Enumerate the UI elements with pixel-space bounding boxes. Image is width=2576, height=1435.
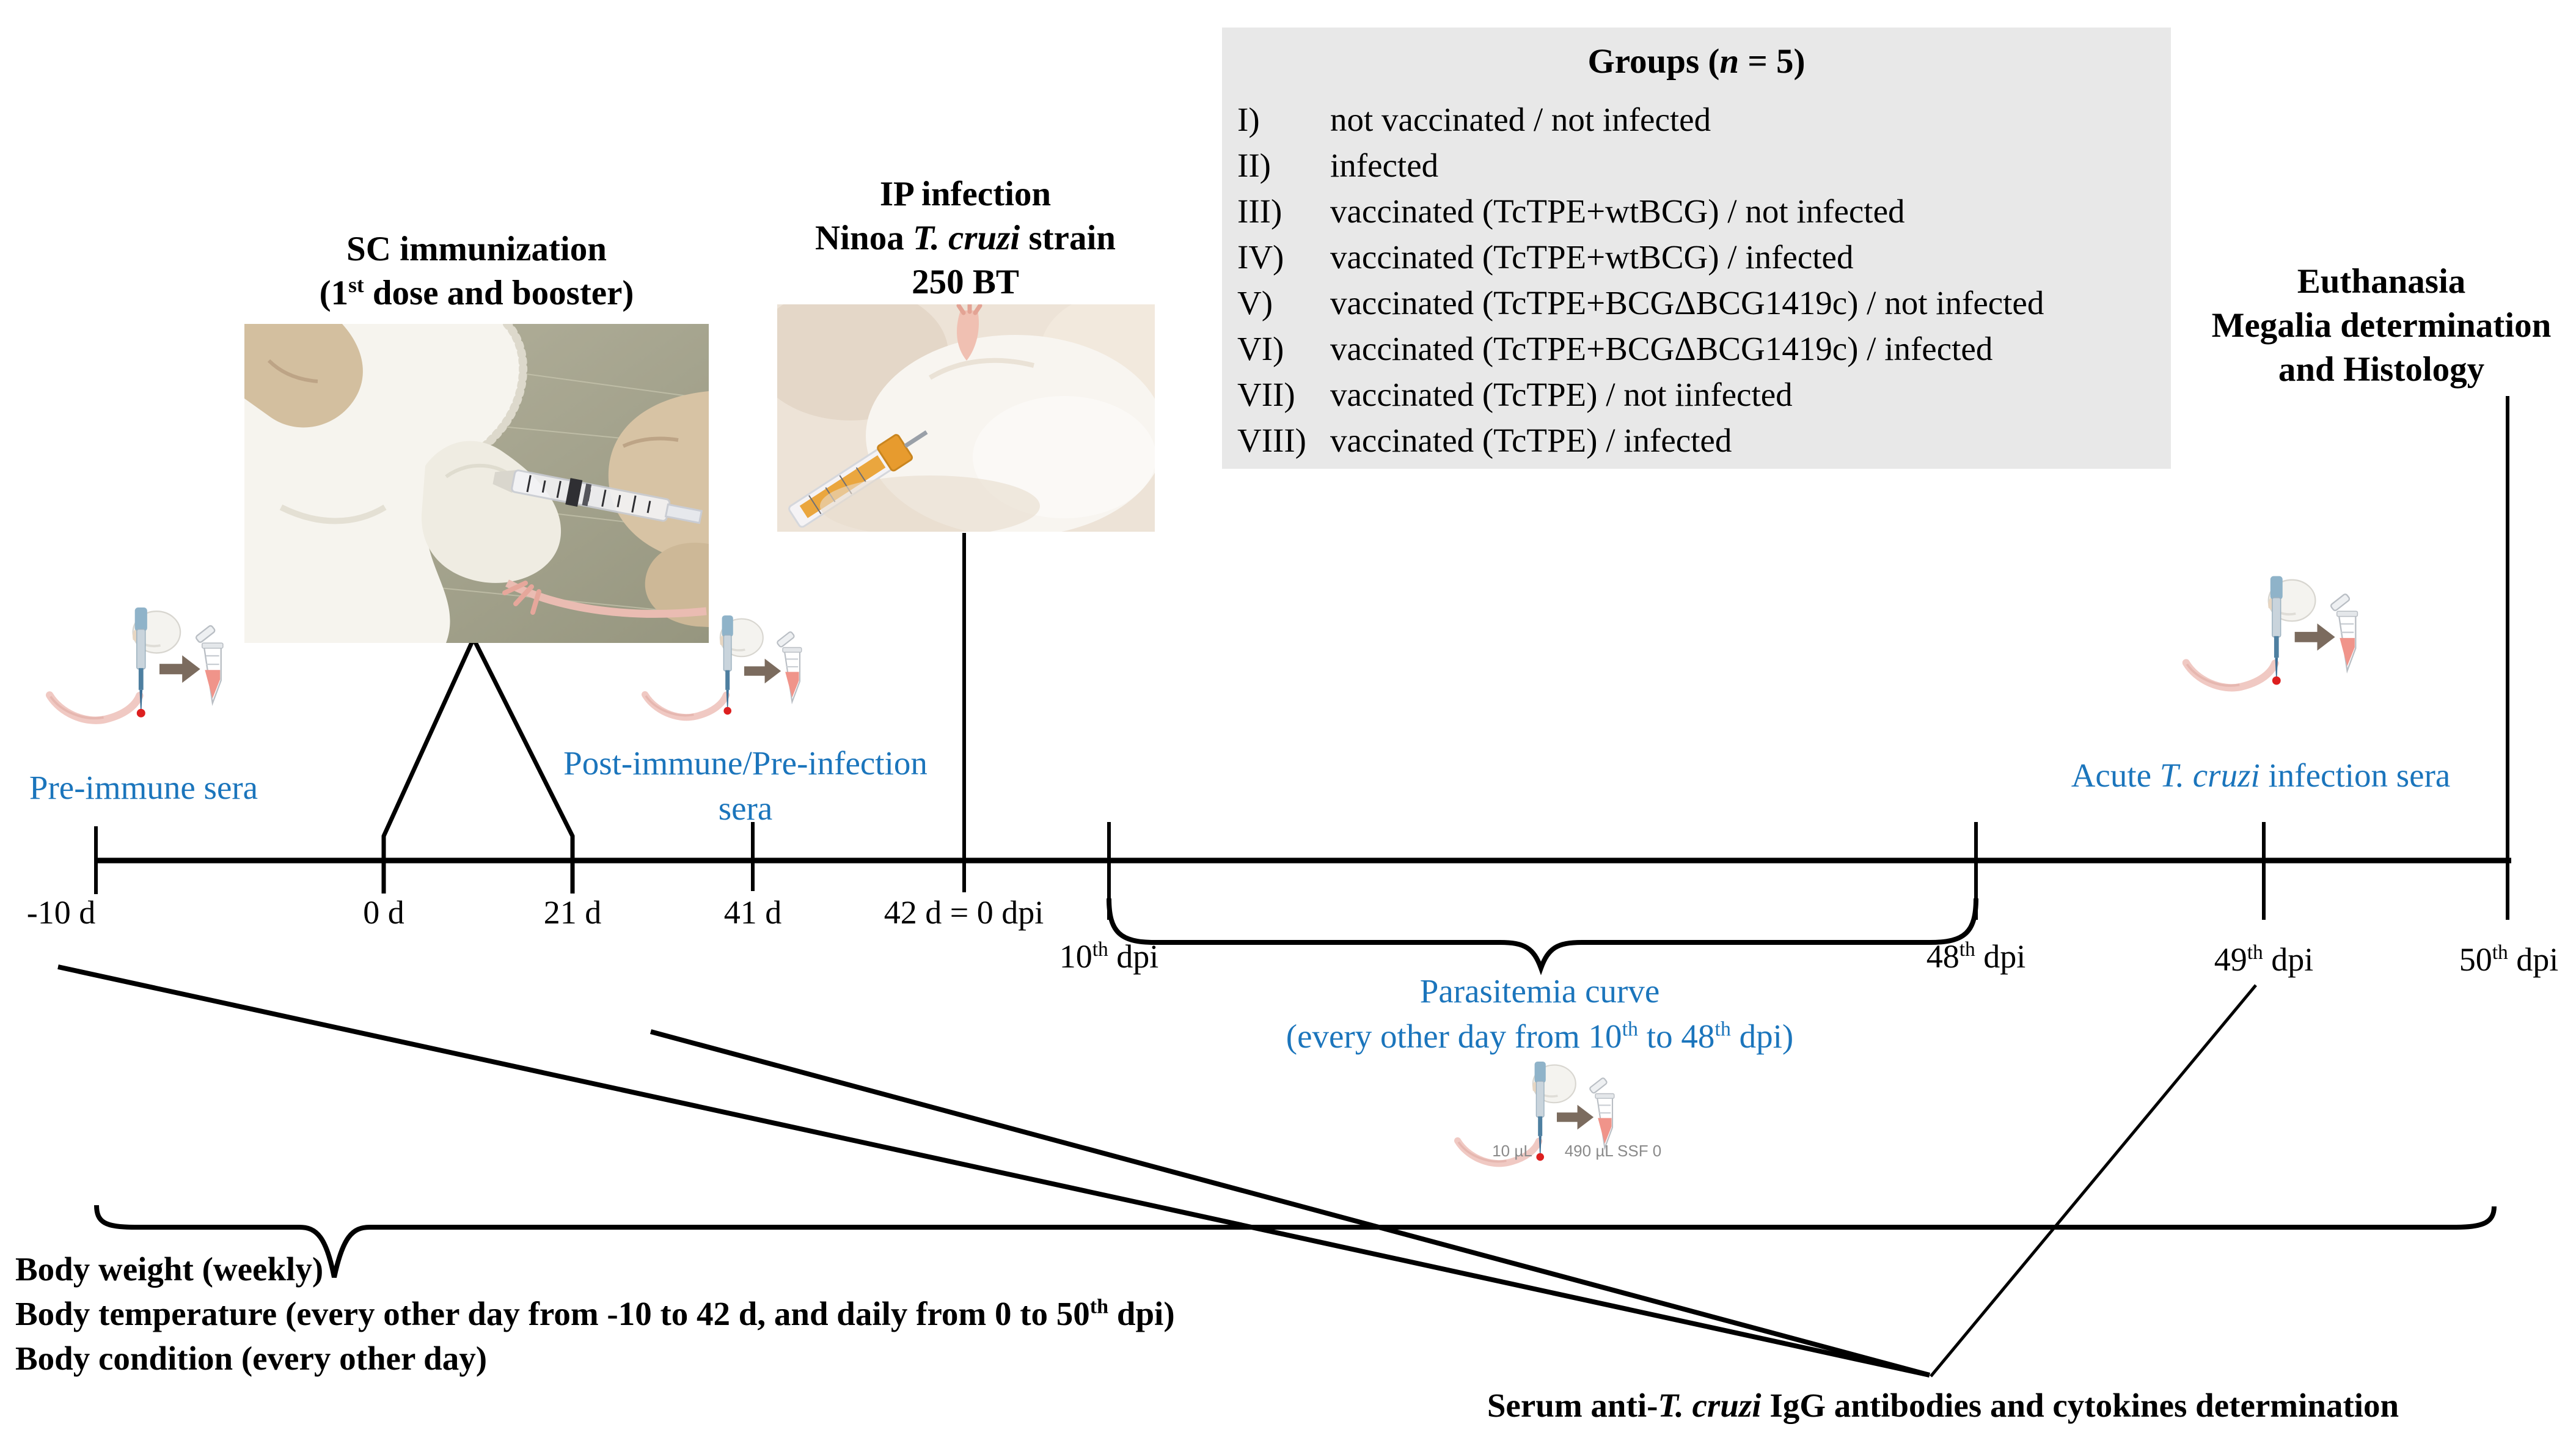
- group-item: IV) vaccinated (TcTPE+wtBCG) / infected: [1237, 234, 2160, 280]
- sample-volume-label: 10 µL: [1492, 1142, 1532, 1160]
- callout-acute: [1930, 984, 2257, 1378]
- tick-label-10dpi: 10th dpi: [1059, 938, 1159, 975]
- blood-collection-icon: [635, 611, 819, 740]
- group-numeral: II): [1237, 147, 1271, 184]
- parasitemia-brace: [1107, 898, 1978, 975]
- sc-immunization-title-line1: SC immunization: [346, 230, 607, 268]
- euthanasia-title-line1: Euthanasia: [2297, 262, 2466, 301]
- euthanasia-title-line3: and Histology: [2278, 350, 2485, 389]
- group-description: vaccinated (TcTPE+wtBCG) / not infected: [1330, 193, 1905, 230]
- tick-label-48dpi: 48th dpi: [1926, 938, 2026, 975]
- parasitemia-label: Parasitemia curve (every other day from …: [1112, 969, 1967, 1059]
- ip-infection-title-line3: 250 BT: [912, 263, 1019, 301]
- group-numeral: V): [1237, 284, 1273, 321]
- euthanasia-title-line2: Megalia determination: [2211, 306, 2552, 345]
- callout-preimmune: [57, 964, 1930, 1378]
- monitoring-line3: Body condition (every other day): [15, 1340, 488, 1377]
- post-immune-sera-line1: Post-immune/Pre-infection: [563, 744, 928, 782]
- blood-collection-icon: [2178, 571, 2374, 712]
- parasitemia-label-line1: Parasitemia curve: [1419, 972, 1660, 1010]
- blood-collection-icon: [46, 596, 235, 752]
- blood-collection-icon: [1424, 1057, 1656, 1186]
- group-numeral: III): [1237, 193, 1283, 230]
- group-description: vaccinated (TcTPE) / infected: [1330, 422, 1732, 459]
- monitoring-line2: Body temperature (every other day from -…: [15, 1295, 1175, 1332]
- group-item: VI) vaccinated (TcTPE+BCGΔBCG1419c) / inf…: [1237, 326, 2160, 372]
- serum-determination-label: Serum anti-T. cruzi IgG antibodies and c…: [1487, 1387, 2399, 1424]
- group-description: not vaccinated / not infected: [1330, 101, 1711, 138]
- tick-label-41d: 41 d: [723, 894, 782, 931]
- tick-label-0d: 0 d: [363, 894, 404, 931]
- group-item: II) infected: [1237, 142, 2160, 188]
- group-numeral: I): [1237, 101, 1260, 138]
- tick-label-21d: 21 d: [543, 894, 602, 931]
- acute-infection-sera-label: Acute T. cruzi infection sera: [2071, 757, 2451, 794]
- group-item: III) vaccinated (TcTPE+wtBCG) / not infec…: [1237, 188, 2160, 234]
- group-numeral: VI): [1237, 330, 1284, 367]
- group-numeral: VIII): [1237, 422, 1306, 459]
- post-immune-sera-line2: sera: [718, 790, 773, 827]
- group-item: V) vaccinated (TcTPE+BCGΔBCG1419c) / not …: [1237, 280, 2160, 326]
- group-item: VIII) vaccinated (TcTPE) / infected: [1237, 417, 2160, 463]
- sc-immunization-title-line2: (1st dose and booster): [319, 273, 634, 312]
- group-item: I) not vaccinated / not infected: [1237, 97, 2160, 142]
- sc-immunization-title: SC immunization (1st dose and booster): [199, 227, 755, 315]
- parasitemia-label-line2: (every other day from 10th to 48th dpi): [1286, 1018, 1794, 1055]
- tick-label-49dpi: 49th dpi: [2214, 941, 2314, 978]
- tick-label-42d: 42 d = 0 dpi: [884, 894, 1044, 931]
- group-description: vaccinated (TcTPE) / not iinfected: [1330, 376, 1793, 413]
- tick-label-50dpi: 50th dpi: [2459, 941, 2559, 978]
- group-description: vaccinated (TcTPE+BCGΔBCG1419c) / not in…: [1330, 284, 2044, 321]
- pre-immune-sera-label: Pre-immune sera: [29, 769, 258, 806]
- group-item: VII) vaccinated (TcTPE) / not iinfected: [1237, 372, 2160, 417]
- tick-label-minus10d: -10 d: [26, 894, 96, 931]
- diluent-volume-label: 490 µL SSF 0: [1564, 1142, 1662, 1160]
- sc-immunization-photo: [244, 324, 709, 643]
- groups-list: I) not vaccinated / not infected II) infec…: [1237, 97, 2160, 463]
- group-numeral: IV): [1237, 238, 1284, 276]
- monitoring-line1: Body weight (weekly): [15, 1250, 324, 1288]
- callout-postimmune: [649, 1029, 1931, 1378]
- groups-box: [1222, 28, 2171, 469]
- groups-title: Groups (n = 5): [1587, 42, 1806, 81]
- post-immune-sera-label: Post-immune/Pre-infection sera: [532, 741, 959, 831]
- ip-infection-photo: [777, 304, 1155, 532]
- group-description: vaccinated (TcTPE+wtBCG) / infected: [1330, 238, 1854, 276]
- ip-infection-title-line2: Ninoa T. cruzi strain: [815, 219, 1116, 257]
- group-description: vaccinated (TcTPE+BCGΔBCG1419c) / infect…: [1330, 330, 1993, 367]
- monitoring-brace: [94, 1205, 2497, 1278]
- group-description: infected: [1330, 147, 1439, 184]
- euthanasia-title: Euthanasia Megalia determination and His…: [2194, 260, 2569, 392]
- ip-infection-title-line1: IP infection: [879, 175, 1052, 213]
- group-numeral: VII): [1237, 376, 1295, 413]
- monitoring-text: Body weight (weekly) Body temperature (e…: [15, 1247, 1390, 1381]
- ip-infection-title: IP infection Ninoa T. cruzi strain 250 B…: [721, 172, 1210, 304]
